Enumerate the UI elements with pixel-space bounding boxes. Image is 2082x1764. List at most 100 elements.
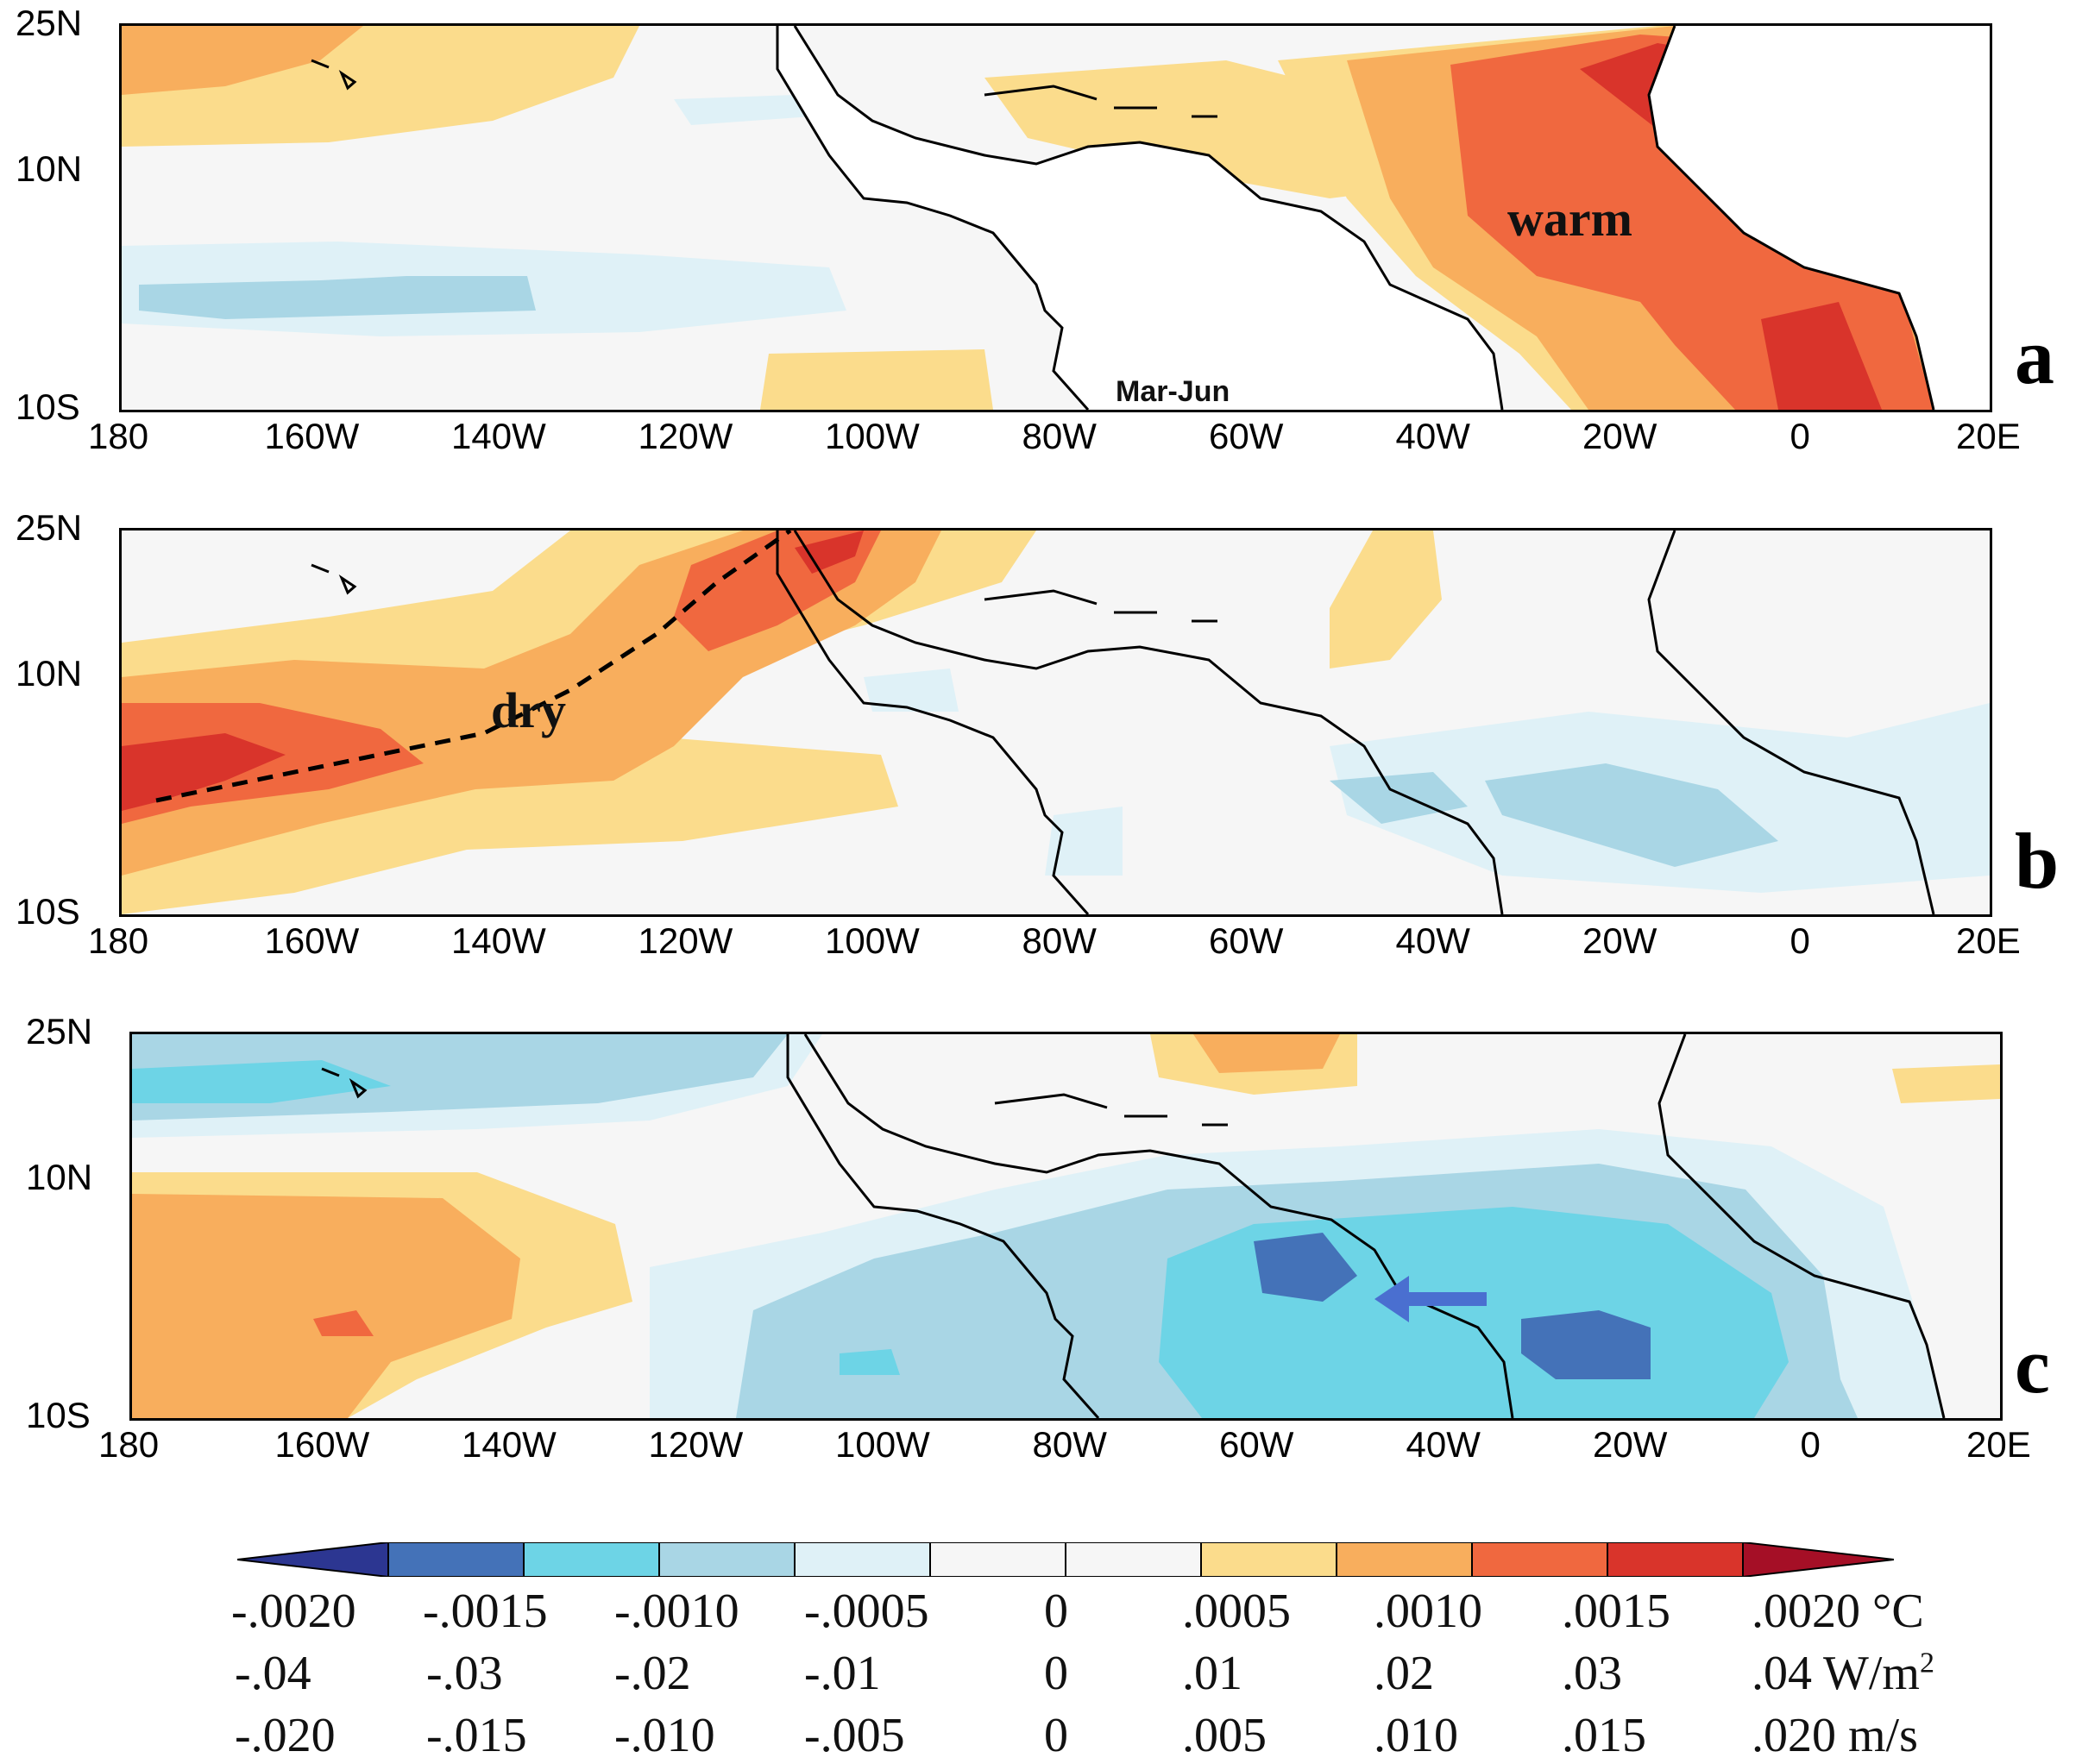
x-tick-label: 180 [98,1424,160,1465]
dry-anomaly-max [122,530,864,811]
warm-anomaly-natl-core [1193,1034,1340,1073]
legend-flux-unit-sup: 2 [1919,1647,1934,1679]
colorbar-segment [1336,1541,1473,1578]
y-tick-label: 25N [26,1011,93,1051]
x-tick-label: 20W [1582,920,1657,961]
colorbar-segment [794,1541,931,1578]
legend-flux-label: -.02 [614,1647,691,1700]
x-tick-label: 140W [451,416,546,456]
x-tick-label: 20W [1593,1424,1668,1465]
coastline-caribbean [984,85,1217,118]
x-tick-label: 20E [1956,416,2021,456]
x-tick-label: 60W [1209,416,1284,456]
dry-axis-dashed-line [155,530,792,803]
coastline-africa [1647,26,1935,410]
warm-anomaly-atlantic-n [1330,530,1442,669]
legend-wind-value: .020 [1752,1709,1836,1762]
warm-anomaly-cpac [132,1194,520,1418]
x-tick-label: 100W [835,1424,930,1465]
legend-flux-label: -.04 [235,1647,311,1700]
legend-sst-label: -.0010 [614,1585,739,1638]
coastline-hawaii [311,563,357,595]
colorbar-segment [658,1541,796,1578]
warm-anomaly-gulf-guinea [1761,302,1882,410]
legend-wind-label: .015 [1562,1709,1646,1762]
coastline-africa [1647,530,1935,914]
cool-anomaly-epac [864,669,1123,876]
coastline-africa [1657,1034,1946,1418]
colorbar-segment [1200,1541,1337,1578]
warm-anomaly-cpac-core [313,1310,374,1336]
panel-letter-b: b [2015,817,2060,905]
map-b-field [122,530,1990,914]
x-tick-label: 80W [1032,1424,1107,1465]
legend-sst-label: .0010 [1374,1585,1482,1638]
colorbar-segment [1471,1541,1608,1578]
legend-sst-label: .0015 [1562,1585,1670,1638]
legend-wind-label: -.005 [804,1709,905,1762]
coastline-hawaii [311,59,357,91]
legend-flux-label: .01 [1182,1647,1242,1700]
season-label: Mar-Jun [1116,375,1230,408]
x-tick-label: 100W [825,920,920,961]
legend-sst-label: -.0015 [423,1585,548,1638]
x-tick-label: 20W [1582,416,1657,456]
coastline-americas [786,1034,1514,1418]
land-africa [1649,26,1990,410]
x-tick-label: 40W [1395,416,1470,456]
x-tick-label: 160W [264,920,360,961]
coastline-americas [776,26,1504,410]
x-tick-label: 20E [1956,920,2021,961]
legend-row-flux: -.04 -.03 -.02 -.01 0 .01 .02 .03 .04 W/… [0,1646,2082,1701]
y-tick-label: 10N [16,653,83,694]
legend-row-sst: -.0020 -.0015 -.0010 -.0005 0 .0005 .001… [0,1584,2082,1639]
colorbar-svg [236,1541,1895,1579]
coastline-hawaii [321,1067,368,1099]
y-tick-label: 10N [26,1157,93,1198]
colorbar-segment [929,1541,1066,1578]
x-tick-label: 0 [1790,920,1810,961]
warm-anomaly-sep [760,349,993,410]
legend-flux-label: .03 [1562,1647,1622,1700]
cool-anomaly-equator-core [139,276,536,319]
y-tick-label: 25N [16,3,83,43]
legend-flux-label: .04 W/m2 [1752,1646,1934,1701]
x-tick-label: 120W [648,1424,744,1465]
map-b: dry [119,528,1992,917]
x-tick-label: 120W [638,416,733,456]
legend-wind-label: -.020 [235,1709,336,1762]
colorbar [236,1541,1895,1579]
y-tick-label: 10S [26,1395,91,1435]
legend-wind-label: -.010 [614,1709,715,1762]
x-tick-label: 40W [1395,920,1470,961]
colorbar-max-triangle [1742,1541,1895,1579]
legend-flux-label: -.01 [804,1647,881,1700]
panel-letter-a: a [2015,312,2054,400]
y-tick-label: 10S [16,891,80,932]
legend-wind-label: 0 [1044,1709,1068,1762]
legend-flux-unit: W/m [1823,1647,1920,1700]
legend-wind-label: .020 m/s [1752,1708,1918,1763]
annotation-dry: dry [491,682,566,738]
legend-wind-label: -.015 [426,1709,527,1762]
x-tick-label: 140W [462,1424,557,1465]
colorbar-segment [1607,1541,1744,1578]
legend-wind-unit: m/s [1848,1709,1918,1762]
coastline-caribbean [994,1093,1228,1127]
land-americas [777,26,1502,410]
legend-wind-label: .005 [1182,1709,1267,1762]
warm-anomaly-npac-core [122,26,363,95]
legend-sst-label: -.0005 [804,1585,929,1638]
x-tick-label: 80W [1022,920,1097,961]
y-tick-label: 25N [16,507,83,548]
map-c [129,1032,2003,1421]
colorbar-segment [1065,1541,1202,1578]
legend-flux-value: .04 [1752,1647,1812,1700]
legend-sst-label: 0 [1044,1585,1068,1638]
legend-sst-label: .0020 °C [1752,1584,1924,1639]
y-tick-label: 10S [16,386,80,427]
x-tick-label: 0 [1800,1424,1821,1465]
legend-flux-label: -.03 [426,1647,503,1700]
coastline-caribbean [984,589,1217,623]
panel-letter-c: c [2015,1321,2050,1409]
